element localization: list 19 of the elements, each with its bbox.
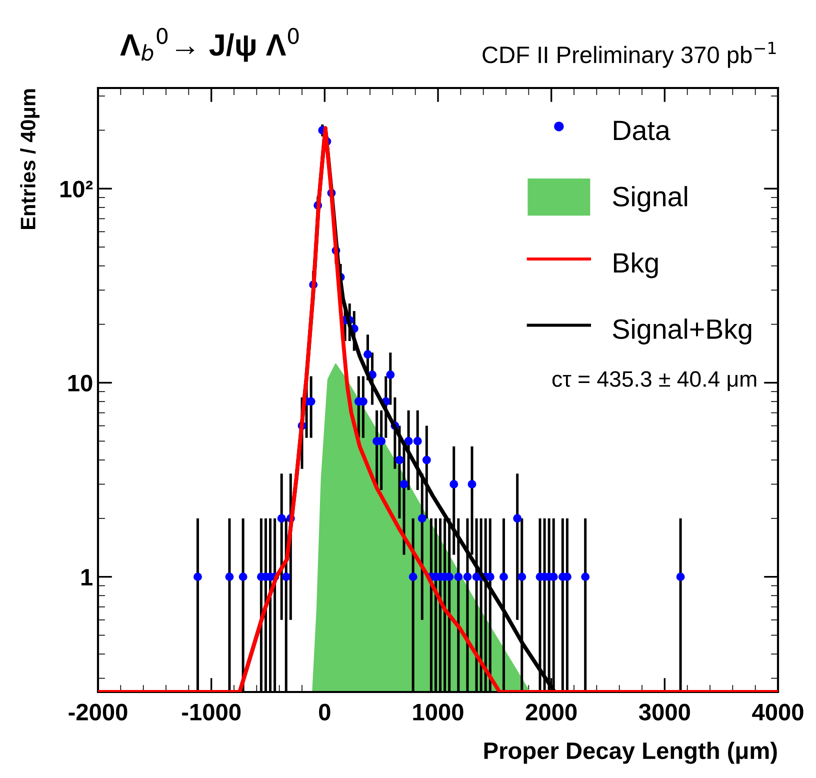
annotation: cτ = 435.3 ± 40.4 μm [552,371,756,391]
x-tick-label: 1000 [413,704,464,720]
x-tick-label: 4000 [752,704,804,720]
chart-subtitle: CDF II Preliminary 370 pb$^{−1}$ [482,42,776,68]
x-tick-label: 0 [319,704,330,720]
legend-label: Bkg [614,252,658,278]
x-axis-title: Proper Decay Length (μm) [484,742,777,764]
x-tick-label: 3000 [638,704,690,720]
x-tick-label: -1000 [182,704,241,720]
x-tick-label: 2000 [526,704,577,720]
legend-label: Data [614,120,670,140]
legend-label: Signal+Bkg [612,318,752,344]
y-axis-title: Entries / 40μm [20,89,40,230]
y-tick-label: 1 [81,569,92,586]
y-tick-label: 10 [68,374,92,392]
x-tick-label: -2000 [68,704,128,720]
legend-label: Signal [612,186,688,212]
y-tick-label: 10² [60,180,93,198]
chart-title: Λ$_{b}$$^{0}$→ J/ψ Λ$^{0}$ [120,28,299,62]
